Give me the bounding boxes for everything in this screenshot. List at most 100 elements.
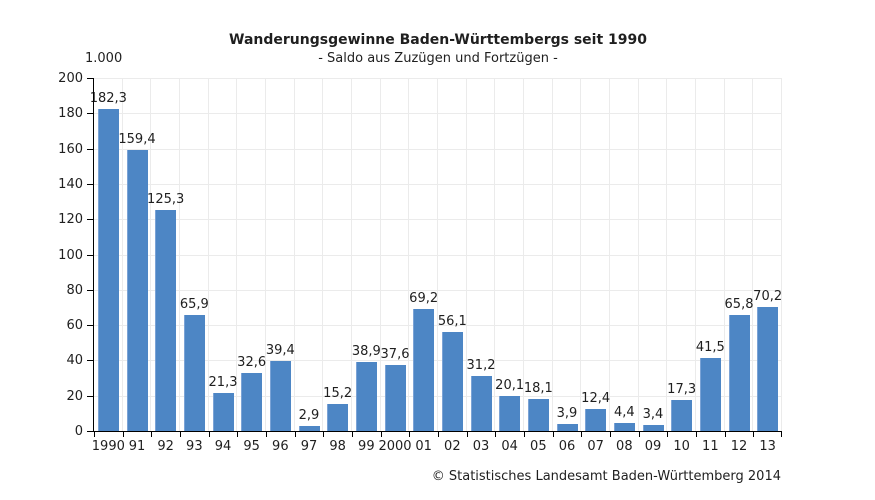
x-axis-tick-label: 06	[558, 439, 576, 454]
x-axis-tick-label: 09	[644, 439, 662, 454]
gridline-vertical	[723, 78, 725, 431]
bar-2000	[384, 364, 406, 431]
y-axis-tick-label: 60	[66, 318, 83, 334]
bar-value-label: 125,3	[147, 191, 185, 207]
bar-12	[728, 314, 750, 431]
gridline-vertical	[609, 78, 610, 431]
bar-13	[757, 307, 779, 431]
gridline-vertical	[265, 78, 266, 431]
x-axis-tick	[638, 432, 640, 437]
x-axis-tick-label: 1990	[91, 439, 125, 454]
bar-05	[527, 399, 549, 431]
x-axis-tick	[667, 432, 669, 437]
gridline-vertical	[150, 78, 152, 431]
y-axis-tick-label: 200	[58, 71, 83, 86]
x-axis-tick	[438, 432, 439, 437]
bar-value-label: 4,4	[613, 405, 635, 421]
y-axis-tick	[87, 113, 93, 115]
x-axis-tick-label: 11	[702, 439, 719, 454]
gridline-horizontal	[94, 148, 782, 150]
bar-04	[499, 395, 521, 431]
x-axis-tick	[266, 432, 267, 437]
x-axis-tick	[466, 432, 468, 437]
x-axis-tick-label: 99	[358, 439, 375, 454]
y-axis-tick-label: 20	[66, 388, 83, 404]
x-axis-tick	[524, 432, 525, 437]
y-axis-tick	[87, 78, 93, 79]
x-axis-tick	[352, 432, 353, 437]
x-axis-tick	[323, 432, 325, 437]
y-axis-tick	[87, 254, 93, 256]
gridline-horizontal	[94, 219, 782, 221]
bar-value-label: 69,2	[409, 290, 439, 306]
copyright-note: © Statistisches Landesamt Baden-Württemb…	[431, 469, 781, 484]
x-axis-tick-label: 05	[530, 439, 547, 454]
gridline-vertical	[236, 78, 238, 431]
x-axis-tick-label: 08	[616, 439, 633, 454]
bar-96	[269, 361, 291, 431]
gridline-vertical	[465, 78, 467, 431]
bar-92	[155, 209, 177, 431]
x-axis-tick-label: 13	[759, 439, 776, 454]
bar-value-label: 31,2	[466, 357, 496, 373]
gridline-vertical	[523, 78, 524, 431]
x-axis-tick	[180, 432, 181, 437]
x-axis-tick	[495, 432, 497, 437]
y-axis-tick-label: 0	[74, 424, 83, 439]
x-axis-tick	[781, 432, 782, 437]
bar-99	[355, 362, 377, 431]
gridline-vertical	[408, 78, 410, 431]
y-axis-tick-label: 100	[58, 247, 83, 263]
gridline-vertical	[752, 78, 754, 431]
x-axis-line	[93, 431, 782, 432]
y-axis-tick	[87, 183, 93, 185]
bar-value-label: 37,6	[380, 346, 410, 362]
bar-value-label: 18,1	[523, 381, 553, 397]
x-axis-tick-label: 04	[501, 439, 518, 454]
gridline-vertical	[207, 78, 209, 431]
y-axis-tick	[87, 219, 93, 221]
gridline-vertical	[637, 78, 639, 431]
bar-value-label: 3,4	[642, 407, 664, 422]
x-axis-tick	[208, 432, 210, 437]
gridline-vertical	[666, 78, 668, 431]
y-axis-line	[93, 78, 94, 432]
y-axis-tick-label: 40	[66, 353, 83, 369]
x-axis-tick	[94, 432, 95, 437]
x-axis-tick	[380, 432, 382, 437]
bar-08	[613, 423, 635, 431]
gridline-horizontal	[94, 254, 782, 256]
y-axis-tick-label: 180	[58, 106, 83, 122]
y-axis-tick-label: 140	[58, 176, 83, 192]
y-axis-tick-label: 80	[66, 282, 83, 298]
bar-value-label: 12,4	[581, 391, 611, 407]
gridline-vertical	[121, 78, 123, 431]
x-axis-tick-label: 10	[673, 439, 690, 454]
gridline-vertical	[781, 78, 782, 431]
x-axis-tick-label: 91	[128, 439, 146, 454]
x-axis-tick-label: 03	[472, 439, 490, 454]
y-axis-tick	[87, 289, 93, 291]
x-axis-tick	[696, 432, 697, 437]
gridline-horizontal	[94, 113, 782, 115]
x-axis-tick	[237, 432, 239, 437]
bar-10	[671, 400, 693, 431]
gridline-vertical	[179, 78, 180, 431]
gridline-horizontal	[94, 78, 782, 79]
x-axis-tick-label: 02	[444, 439, 461, 454]
y-axis-tick-label: 160	[58, 141, 83, 157]
bar-value-label: 39,4	[265, 343, 295, 359]
bar-98	[327, 404, 349, 431]
gridline-vertical	[580, 78, 582, 431]
y-axis-tick-label: 120	[58, 212, 83, 228]
bar-95	[241, 373, 263, 431]
bar-97	[298, 425, 320, 431]
gridline-vertical	[379, 78, 381, 431]
bar-value-label: 21,3	[208, 375, 238, 391]
chart-subtitle: - Saldo aus Zuzügen und Fortzügen -	[318, 51, 558, 66]
x-axis-tick	[294, 432, 296, 437]
x-axis-tick-label: 2000	[378, 439, 412, 454]
y-axis-unit-label: 1.000	[85, 51, 123, 66]
gridline-vertical	[494, 78, 496, 431]
